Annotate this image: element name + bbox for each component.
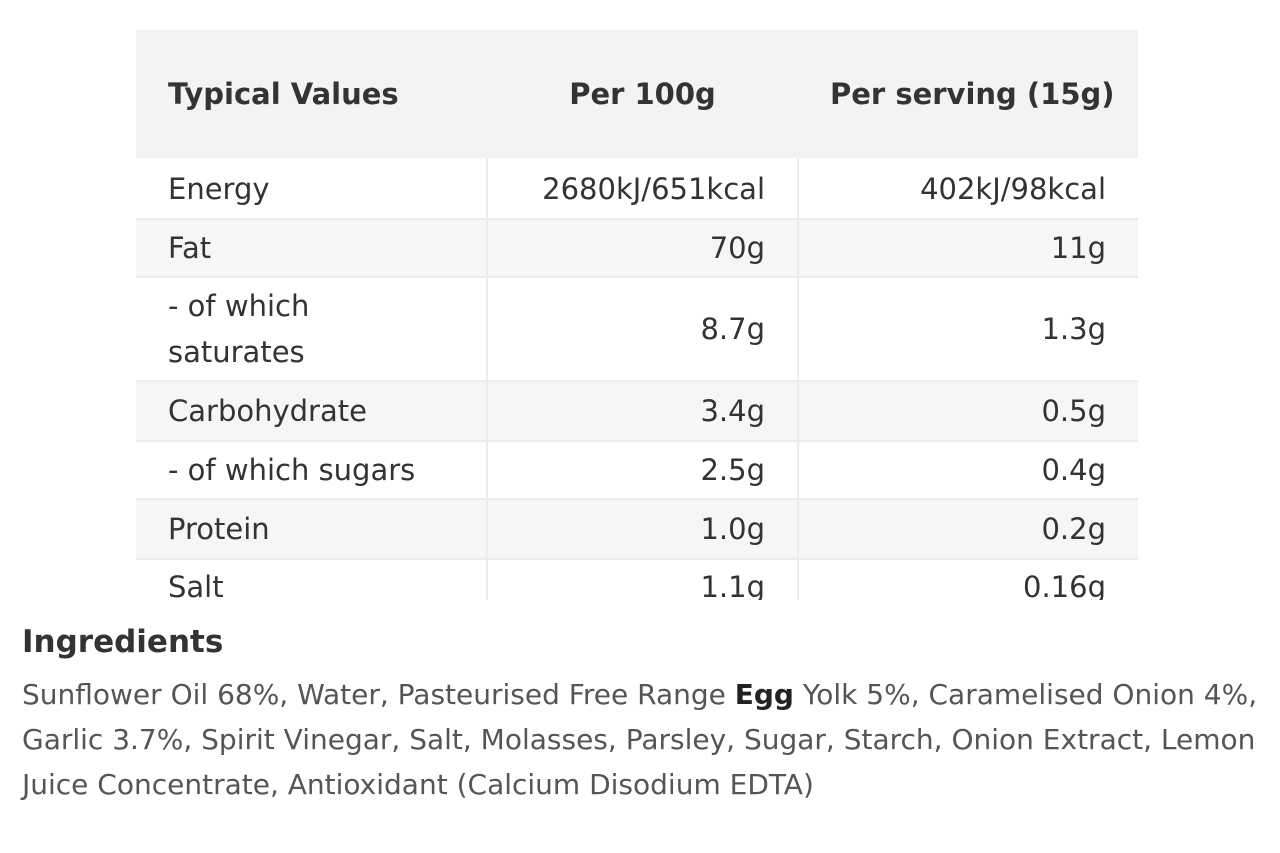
header-per-100g: Per 100g — [569, 77, 716, 111]
header-row: Typical Values Per 100g Per serving (15g… — [136, 30, 1138, 158]
value-per-100g: 1.0g — [487, 499, 799, 559]
ingredients-section: Ingredients Sunflower Oil 68%, Water, Pa… — [22, 622, 1262, 807]
nutrition-table-scroll-area[interactable]: Typical Values Per 100g Per serving (15g… — [136, 30, 1138, 600]
value-per-100g: 8.7g — [487, 277, 799, 381]
header-typical-values: Typical Values — [168, 77, 399, 111]
value-per-serving: 0.16g — [1023, 570, 1106, 600]
value-per-100g: 2.5g — [487, 441, 799, 499]
nutrient-name: Fat — [136, 219, 488, 277]
table-row: Fat 70g 11g — [136, 219, 1138, 277]
nutrition-table-body: Energy 2680kJ/651kcal 402kJ/98kcal Fat 7… — [136, 158, 1138, 600]
ingredients-text: Sunflower Oil 68%, Water, Pasteurised Fr… — [22, 672, 1262, 807]
value-per-serving: 0.4g — [1041, 453, 1106, 487]
table-row: Protein 1.0g 0.2g — [136, 499, 1138, 559]
nutrient-name: Energy — [136, 158, 488, 219]
nutrient-name: Salt — [136, 559, 488, 600]
allergen-highlight: Egg — [734, 678, 794, 711]
header-per-serving: Per serving (15g) — [830, 77, 1115, 111]
value-per-serving: 1.3g — [1041, 312, 1106, 346]
nutrition-table: Typical Values Per 100g Per serving (15g… — [136, 30, 1138, 600]
value-per-serving: 0.2g — [1041, 512, 1106, 546]
ingredients-heading: Ingredients — [22, 624, 224, 660]
table-row: Carbohydrate 3.4g 0.5g — [136, 381, 1138, 441]
table-row: Energy 2680kJ/651kcal 402kJ/98kcal — [136, 158, 1138, 219]
value-per-serving: 0.5g — [1041, 394, 1106, 428]
nutrient-name: Protein — [136, 499, 488, 559]
table-row: - of which sugars 2.5g 0.4g — [136, 441, 1138, 499]
value-per-100g: 2680kJ/651kcal — [487, 158, 799, 219]
value-per-serving: 11g — [1050, 231, 1106, 265]
value-per-100g: 70g — [487, 219, 799, 277]
ingredients-text-end: Yolk 5%, Caramelised Onion 4%, Garlic 3.… — [22, 678, 1258, 801]
nutrition-table-header: Typical Values Per 100g Per serving (15g… — [136, 30, 1138, 158]
table-row: Salt 1.1g 0.16g — [136, 559, 1138, 600]
table-row: - of which saturates 8.7g 1.3g — [136, 277, 1138, 381]
value-per-serving: 402kJ/98kcal — [920, 172, 1106, 206]
nutrient-name: - of which saturates — [136, 277, 488, 381]
nutrient-name: - of which sugars — [136, 441, 488, 499]
value-per-100g: 3.4g — [487, 381, 799, 441]
ingredients-text-start: Sunflower Oil 68%, Water, Pasteurised Fr… — [22, 678, 735, 711]
value-per-100g: 1.1g — [487, 559, 799, 600]
nutrient-name: Carbohydrate — [136, 381, 488, 441]
